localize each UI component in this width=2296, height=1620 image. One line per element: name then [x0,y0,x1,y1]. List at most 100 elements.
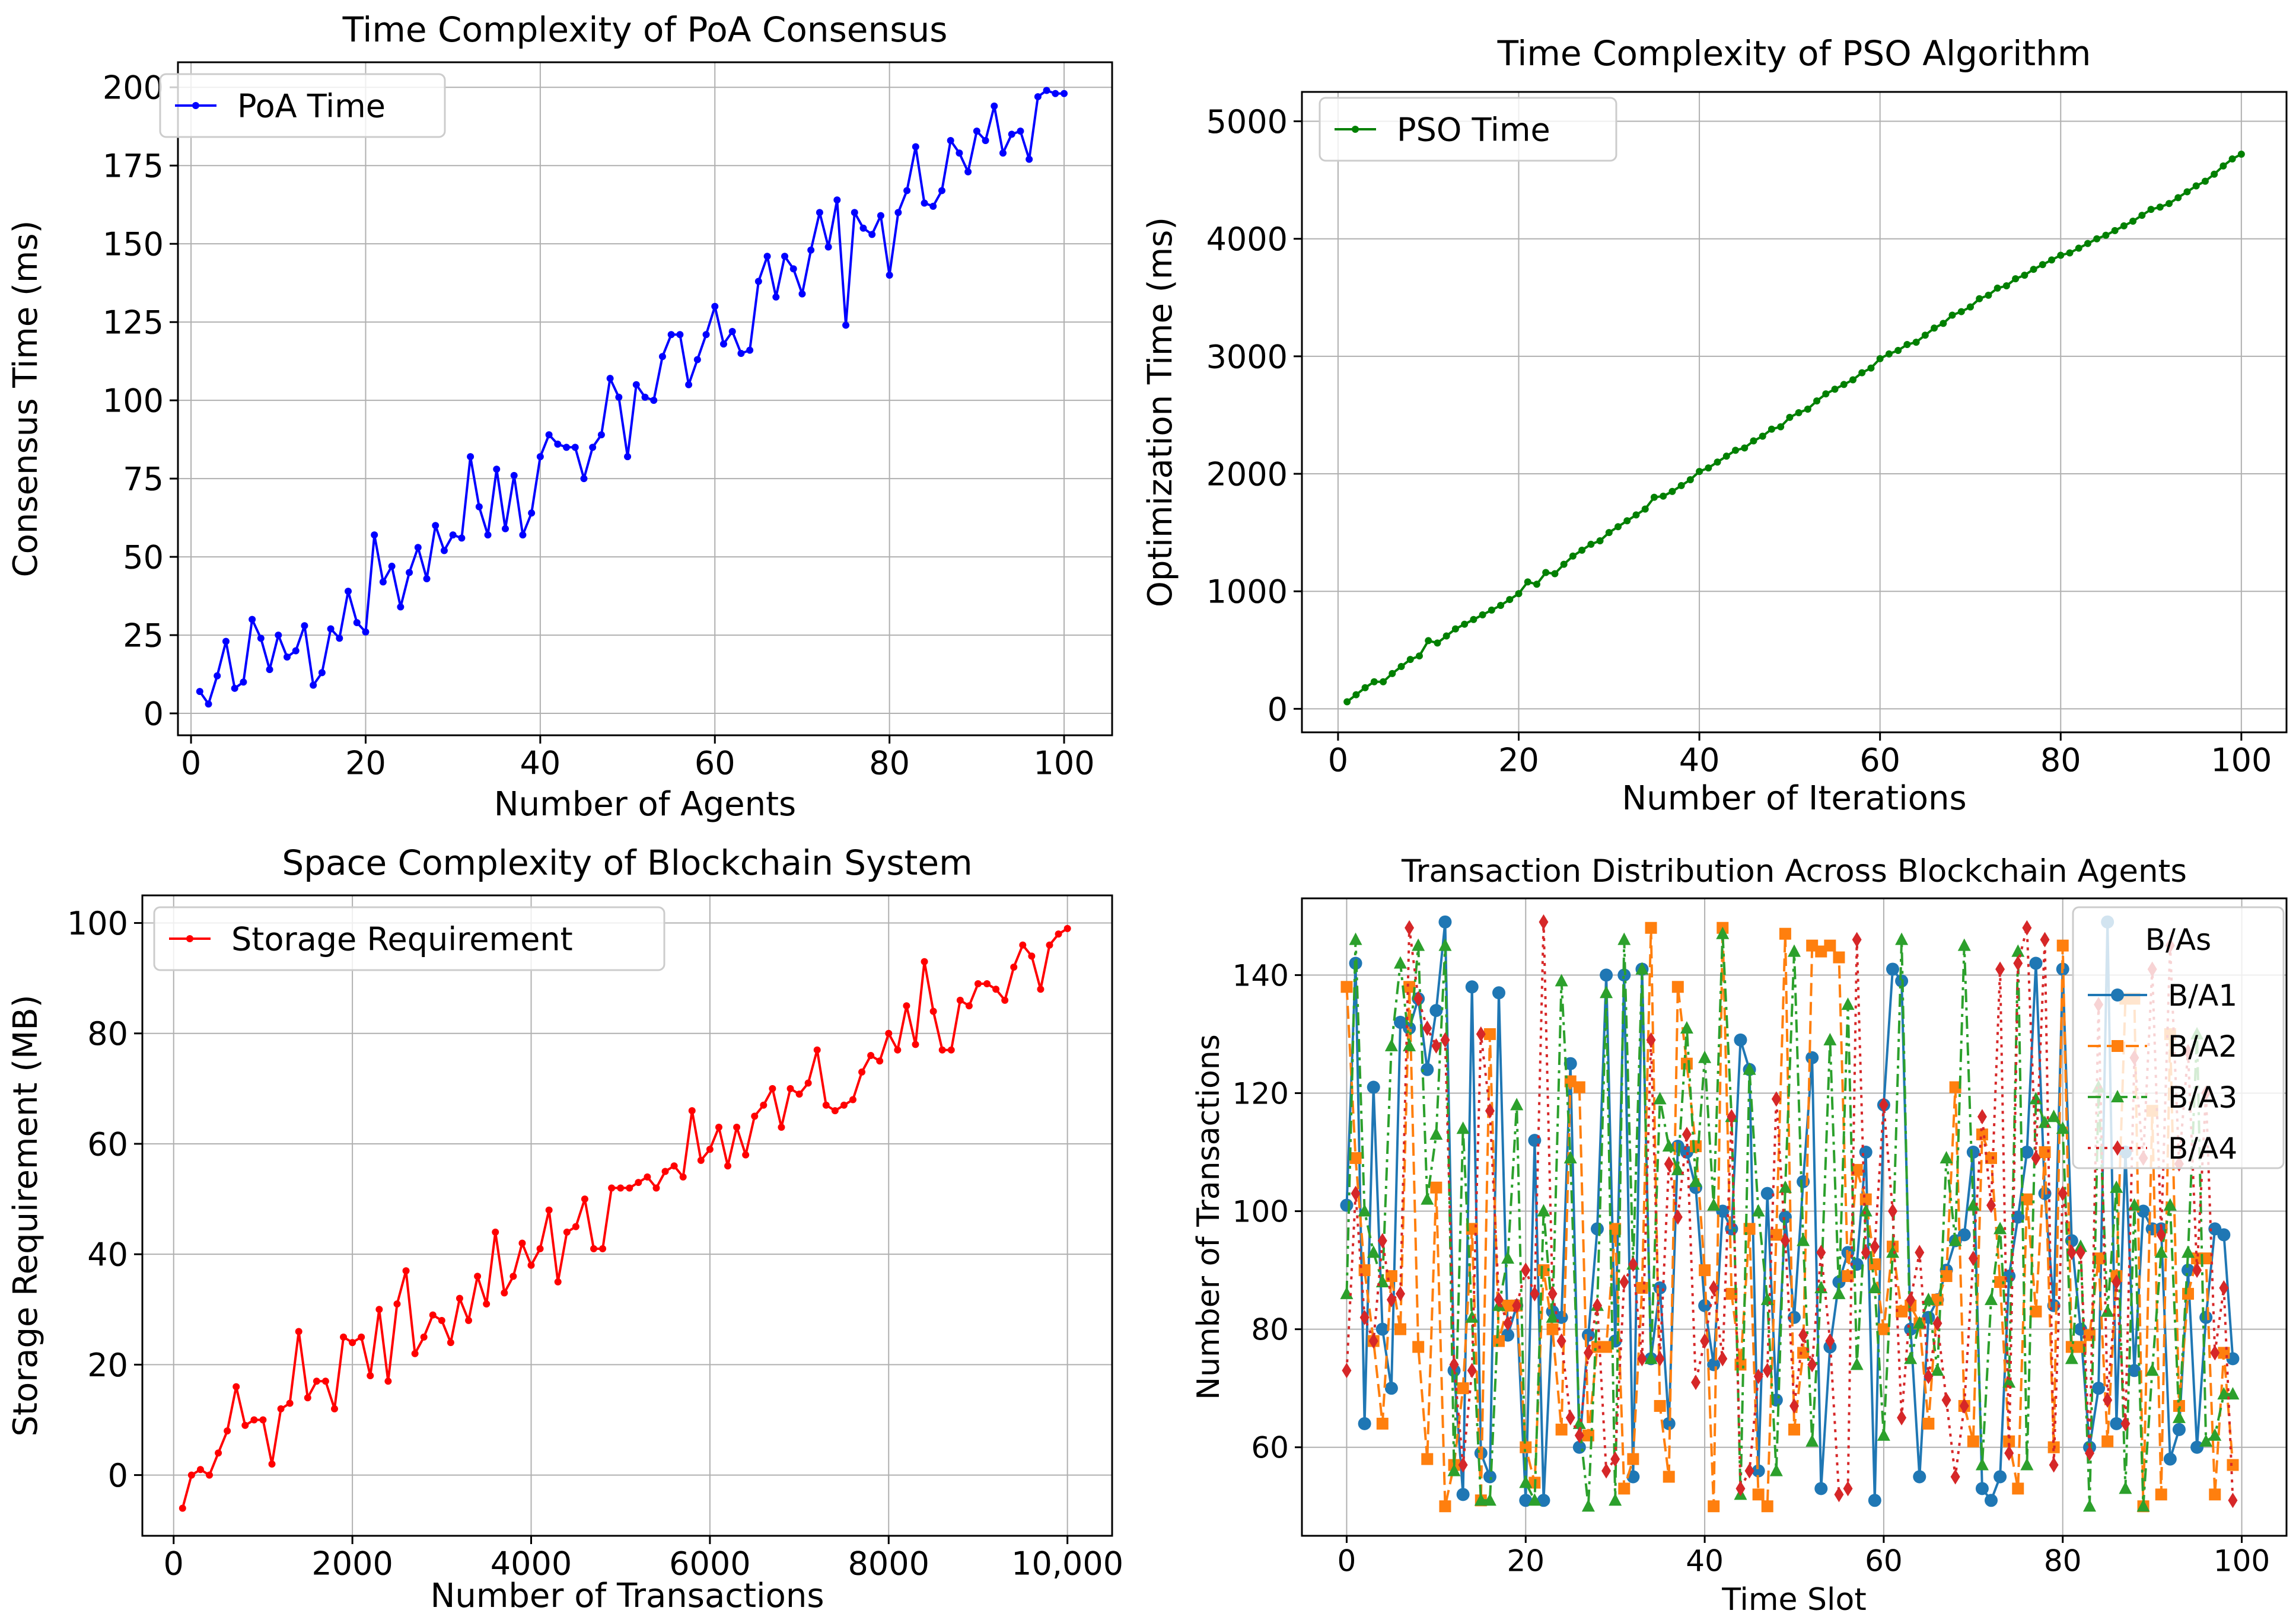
y-axis-label: Storage Requirement (MB) [7,994,45,1436]
data-point [685,381,693,388]
y-tick-label: 140 [1233,958,1289,993]
data-point [1823,1032,1837,1045]
data-point [336,634,343,642]
data-point [1660,492,1667,500]
y-tick-label: 175 [103,148,164,185]
data-point [1492,986,1505,1000]
x-tick-label: 80 [869,744,910,782]
data-point [2219,1280,2229,1296]
data-point [379,578,387,586]
data-point [1976,295,1983,302]
data-point [388,562,396,570]
data-point [1788,1423,1800,1436]
data-point [1569,552,1577,560]
data-point [393,1300,401,1308]
data-point [196,1466,204,1474]
data-point [545,1206,553,1214]
data-point [1476,1026,1486,1042]
data-point [1587,540,1595,548]
data-point [1870,1239,1880,1255]
data-point [1778,1180,1792,1193]
data-point [1957,1228,1971,1242]
data-point [2227,1459,2239,1471]
data-point [465,1316,473,1324]
data-point [2201,177,2209,185]
data-point [1797,1347,1810,1359]
data-point [2030,1305,2042,1318]
data-point [769,1085,776,1092]
data-point [635,1179,642,1187]
data-point [956,996,964,1004]
data-point [751,1112,759,1120]
data-point [1010,964,1018,971]
x-axis-label: Number of Iterations [1622,779,1966,818]
data-point [440,547,448,554]
x-tick-label: 100 [1034,744,1095,782]
data-point [1609,1493,1622,1506]
data-point [2120,222,2128,229]
data-point [1940,1150,1953,1163]
data-point [1861,1245,1871,1261]
data-point [1572,1416,1586,1429]
data-point [772,293,780,301]
data-point [706,1146,714,1153]
data-point [371,531,378,539]
data-point [1833,951,1845,964]
data-point [1850,1357,1864,1370]
data-point [1714,458,1721,466]
data-point [1950,1469,1960,1485]
data-point [268,1460,276,1468]
data-point [1628,1257,1638,1273]
data-point [1752,1464,1765,1478]
data-point [1966,303,1974,311]
data-point [1547,1286,1558,1302]
data-point [1430,1181,1442,1194]
data-point [894,1046,902,1054]
data-point [877,212,884,219]
data-point [1555,1423,1568,1436]
data-point [816,209,823,216]
data-point [1510,1098,1524,1111]
data-point [1677,481,1685,489]
data-point [1488,606,1495,614]
data-point [1623,517,1631,525]
data-point [737,349,745,357]
data-point [527,1261,535,1269]
data-point [1503,1315,1513,1331]
legend-marker [1352,126,1359,133]
data-point [2075,1245,2085,1261]
data-point [912,143,919,151]
x-tick-label: 100 [2214,1544,2270,1578]
data-point [1614,523,1622,531]
data-point [746,346,754,354]
data-point [1438,938,1452,951]
data-point [414,544,422,551]
data-point [2129,217,2137,225]
data-point [518,1239,526,1247]
data-point [1449,1357,1459,1373]
x-tick-label: 0 [181,744,201,782]
data-point [992,986,1000,993]
data-point [554,441,562,448]
data-point [1349,932,1362,945]
data-point [510,471,518,479]
data-point [1831,385,1839,393]
data-point [1797,1233,1810,1246]
data-point [187,1471,195,1479]
data-point [1753,1369,1763,1385]
data-point [493,465,501,473]
data-point [1985,1152,1997,1164]
data-point [2211,170,2218,178]
y-tick-label: 80 [1251,1313,1289,1347]
data-point [1483,1493,1496,1506]
data-point [581,1195,588,1203]
data-point [1985,1292,1998,1305]
data-point [1807,1357,1817,1373]
data-point [1646,1032,1656,1048]
data-point [572,1223,579,1230]
data-point [1483,1470,1496,1484]
data-point [2075,244,2082,252]
data-point [501,1289,508,1297]
data-point [1813,397,1821,405]
